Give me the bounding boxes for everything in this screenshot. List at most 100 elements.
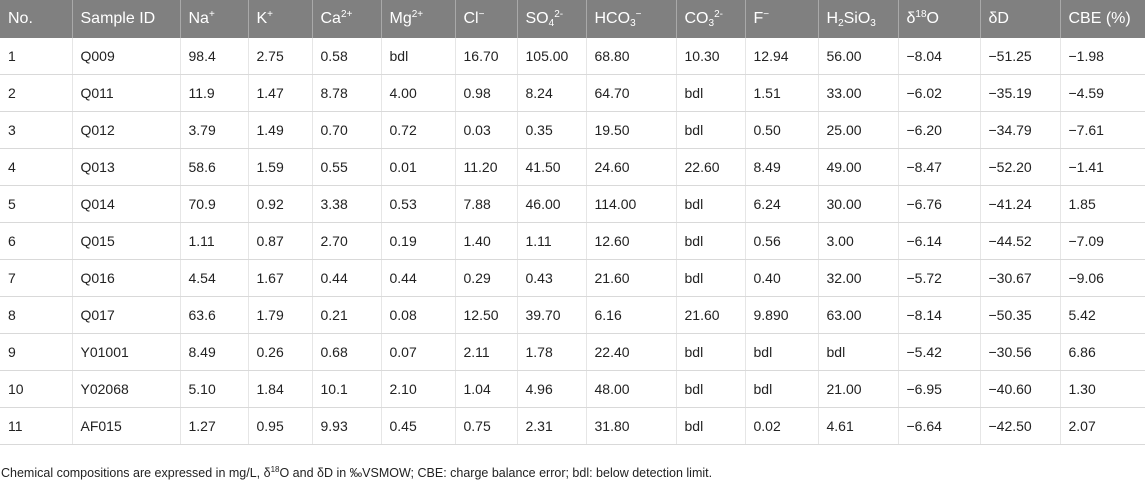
table-cell: 30.00 [818, 185, 899, 223]
table-cell: Q013 [72, 148, 181, 186]
table-cell: 1.27 [180, 407, 249, 445]
table-cell: 0.35 [517, 111, 587, 149]
table-cell: 2.11 [455, 333, 518, 371]
table-cell: 0.44 [312, 259, 382, 297]
table-cell: −35.19 [980, 74, 1061, 112]
table-cell: −6.02 [898, 74, 981, 112]
column-header: CBE (%) [1060, 0, 1145, 38]
text-sup: 2- [554, 9, 564, 20]
table-cell: 48.00 [586, 370, 677, 408]
table-cell: 19.50 [586, 111, 677, 149]
table-cell: 9.93 [312, 407, 382, 445]
table-cell: 2.07 [1060, 407, 1145, 445]
text-text: Na [188, 10, 209, 27]
data-table: No. Sample ID Na+ K+ Ca2+ Mg2+ Cl− SO42- HCO3− CO… [0, 0, 1145, 445]
table-cell: 4.61 [818, 407, 899, 445]
column-header: H2SiO3 [818, 0, 899, 38]
table-cell: 0.70 [312, 111, 382, 149]
table-cell: 1.79 [248, 296, 313, 334]
table-cell: 1.51 [745, 74, 819, 112]
table-cell: bdl [745, 333, 819, 371]
table-cell: −6.20 [898, 111, 981, 149]
table-cell: 16.70 [455, 38, 518, 75]
table-cell: 8.49 [180, 333, 249, 371]
text-sub: 3 [630, 18, 636, 29]
text-sup: 2+ [340, 9, 353, 20]
table-cell: 5.42 [1060, 296, 1145, 334]
table-cell: 1.78 [517, 333, 587, 371]
table-cell: 9.890 [745, 296, 819, 334]
table-cell: −52.20 [980, 148, 1061, 186]
column-header: Na+ [180, 0, 249, 38]
table-cell: 22.60 [676, 148, 746, 186]
table-cell: −4.59 [1060, 74, 1145, 112]
text-text: Ca [320, 10, 341, 27]
table-cell: bdl [381, 38, 456, 75]
table-cell: 33.00 [818, 74, 899, 112]
table-cell: 6.24 [745, 185, 819, 223]
table-cell: 58.6 [180, 148, 249, 186]
table-cell: 0.19 [381, 222, 456, 260]
table-cell: −6.95 [898, 370, 981, 408]
table-cell: bdl [676, 185, 746, 223]
table-cell: 25.00 [818, 111, 899, 149]
table-cell: bdl [676, 259, 746, 297]
table-cell: bdl [745, 370, 819, 408]
table-cell: 2.75 [248, 38, 313, 75]
table-cell: 0.55 [312, 148, 382, 186]
table-cell: −5.72 [898, 259, 981, 297]
header-row: No. Sample ID Na+ K+ Ca2+ Mg2+ Cl− SO42- HCO3− CO… [0, 0, 1145, 38]
text-sup: − [763, 9, 770, 20]
column-header: HCO3− [586, 0, 677, 38]
table-cell: 0.50 [745, 111, 819, 149]
text-text: CO [684, 10, 709, 27]
table-cell: 0.72 [381, 111, 456, 149]
table-cell: 8.49 [745, 148, 819, 186]
table-cell: 8 [0, 296, 73, 334]
table-cell: −5.42 [898, 333, 981, 371]
table-cell: −30.67 [980, 259, 1061, 297]
table-row: 4 Q013 58.6 1.59 0.55 0.01 11.20 41.50 24.60 22.6… [0, 148, 1145, 186]
table-cell: −8.04 [898, 38, 981, 75]
table-cell: 3.38 [312, 185, 382, 223]
table-cell: 49.00 [818, 148, 899, 186]
table-cell: 1.67 [248, 259, 313, 297]
table-cell: 10.30 [676, 38, 746, 75]
table-cell: 68.80 [586, 38, 677, 75]
table-cell: bdl [676, 74, 746, 112]
text-sup: 18 [270, 465, 280, 474]
text-text: Cl [463, 10, 479, 27]
text-sup: + [208, 9, 215, 20]
table-cell: Q015 [72, 222, 181, 260]
table-cell: Y02068 [72, 370, 181, 408]
table-cell: −51.25 [980, 38, 1061, 75]
table-cell: 7.88 [455, 185, 518, 223]
table-cell: 12.50 [455, 296, 518, 334]
table-cell: −42.50 [980, 407, 1061, 445]
table-cell: 6.16 [586, 296, 677, 334]
table-cell: −34.79 [980, 111, 1061, 149]
table-cell: 8.24 [517, 74, 587, 112]
text-text: O and δD in ‰VSMOW; CBE: charge balance … [279, 466, 713, 480]
table-cell: 2.70 [312, 222, 382, 260]
table-cell: 1.30 [1060, 370, 1145, 408]
table-cell: 39.70 [517, 296, 587, 334]
text-sup: + [267, 9, 274, 20]
table-cell: −6.76 [898, 185, 981, 223]
column-header: δD [980, 0, 1061, 38]
text-text: F [753, 10, 764, 27]
text-text: Mg [389, 10, 412, 27]
table-cell: 1.49 [248, 111, 313, 149]
column-header: F− [745, 0, 819, 38]
table-cell: 6.86 [1060, 333, 1145, 371]
table-cell: −1.41 [1060, 148, 1145, 186]
table-cell: 12.60 [586, 222, 677, 260]
text-text: δ [906, 10, 916, 27]
table-cell: 3.79 [180, 111, 249, 149]
table-row: 8 Q017 63.6 1.79 0.21 0.08 12.50 39.70 6.16 21.60… [0, 296, 1145, 334]
column-header: Ca2+ [312, 0, 382, 38]
table-row: 7 Q016 4.54 1.67 0.44 0.44 0.29 0.43 21.60 bdl 0.4… [0, 259, 1145, 297]
table-cell: 56.00 [818, 38, 899, 75]
table-cell: −9.06 [1060, 259, 1145, 297]
table-cell: −1.98 [1060, 38, 1145, 75]
